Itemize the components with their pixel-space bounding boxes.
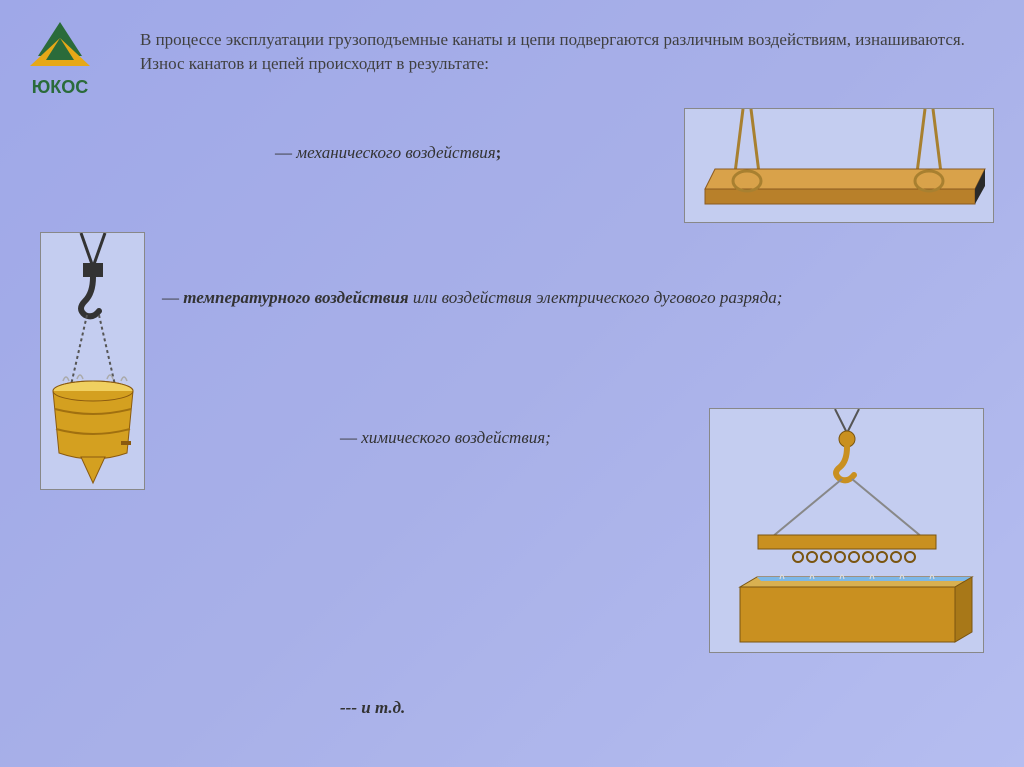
item-chemical-label: химического воздействия; [361,428,551,447]
item-chemical: — химического воздействия; [340,428,551,448]
item-mechanical-label: механического воздействия [296,143,495,162]
intro-paragraph: В процессе эксплуатации грузоподъемные к… [140,28,994,76]
item-temperature: — температурного воздействия или воздейс… [162,288,782,308]
figure-chemical [709,408,984,653]
item-temperature-bold: температурного воздействия [183,288,408,307]
item-mechanical: — механического воздействия; [275,143,501,163]
logo-mark-icon [20,20,100,70]
figure-temperature [40,232,145,490]
company-logo: ЮКОС [20,20,100,98]
item-etc: --- и т.д. [340,698,405,718]
item-temperature-rest: или воздействия электрического дугового … [409,288,783,307]
logo-text: ЮКОС [20,77,100,98]
bucket-hook-icon [41,233,146,491]
figure-mechanical [684,108,994,223]
tank-hook-icon [710,409,985,654]
beam-sling-icon [685,109,995,224]
